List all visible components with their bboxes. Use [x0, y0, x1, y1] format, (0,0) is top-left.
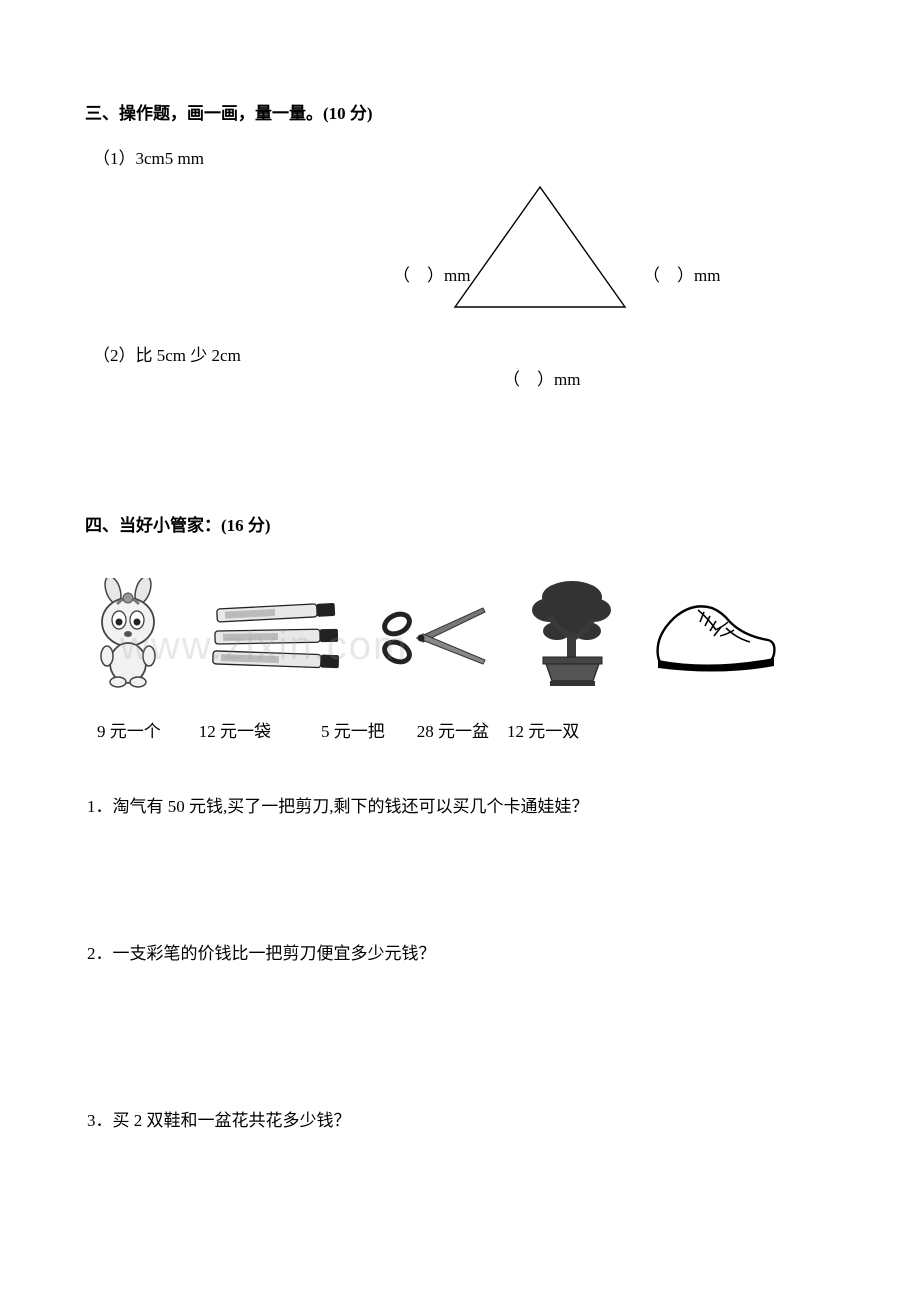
- item-2: （2）比 5cm 少 2cm: [93, 342, 241, 369]
- section-4-title: 四、当好小管家：(16 分): [85, 512, 835, 539]
- shoe-icon: [650, 588, 780, 678]
- section-4: 四、当好小管家：(16 分): [85, 512, 835, 1134]
- price-2: 12 元一袋: [199, 718, 271, 745]
- items-row: [85, 578, 835, 688]
- triangle-label-left: （ ）mm: [393, 262, 470, 289]
- triangle-label-right: （ ）mm: [643, 262, 720, 289]
- item-plant: [525, 578, 620, 688]
- price-1: 9 元一个: [97, 718, 161, 745]
- prices-row: 9 元一个 12 元一袋 5 元一把 28 元一盆 12 元一双: [97, 718, 835, 745]
- price-3: 5 元一把: [321, 718, 385, 745]
- item-shoe: [650, 578, 780, 688]
- item-doll: [85, 578, 175, 688]
- section-3-title: 三、操作题，画一画，量一量。(10 分): [85, 100, 835, 127]
- triangle-label-bottom: （ ）mm: [503, 366, 580, 393]
- doll-icon: [85, 578, 175, 688]
- bonsai-icon: [525, 575, 620, 690]
- scissors-icon: [375, 588, 495, 678]
- question-3: 3．买 2 双鞋和一盆花共花多少钱？: [87, 1107, 835, 1134]
- price-5: 12 元一双: [507, 718, 579, 745]
- triangle-icon: [450, 182, 630, 312]
- question-1: 1．淘气有 50 元钱,买了一把剪刀,剩下的钱还可以买几个卡通娃娃？: [87, 793, 835, 820]
- item-pens: [205, 578, 345, 688]
- question-2: 2．一支彩笔的价钱比一把剪刀便宜多少元钱？: [87, 940, 835, 967]
- price-4: 28 元一盆: [417, 718, 489, 745]
- section-3: 三、操作题，画一画，量一量。(10 分) （1）3cm5 mm （ ）mm （ …: [85, 100, 835, 382]
- item-1: （1）3cm5 mm: [93, 145, 835, 172]
- item-scissors: [375, 578, 495, 688]
- pens-icon: [205, 588, 345, 678]
- triangle-area: （ ）mm （ ）mm （ ）mm （2）比 5cm 少 2cm: [85, 182, 835, 382]
